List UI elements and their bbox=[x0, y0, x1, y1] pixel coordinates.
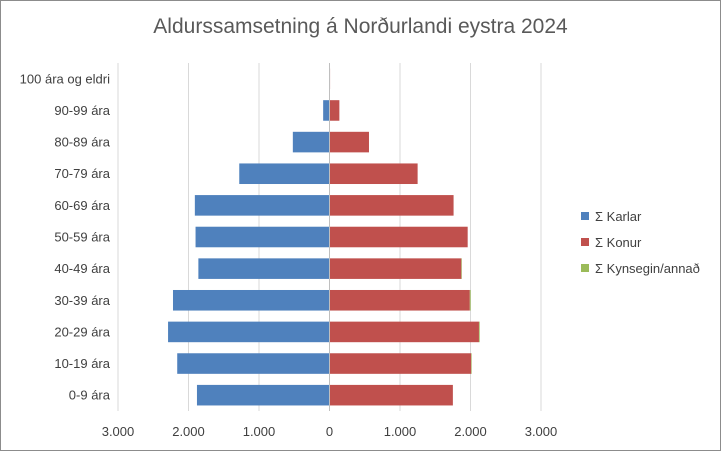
bar-kynsegin-anna-3 bbox=[469, 289, 471, 311]
bar-kynsegin-anna-4 bbox=[461, 258, 462, 279]
x-tick-label: 1.000 bbox=[384, 424, 417, 439]
category-label: 20-29 ára bbox=[54, 324, 110, 339]
legend-swatch bbox=[581, 238, 589, 246]
legend-label: Σ Konur bbox=[595, 234, 642, 250]
legend-swatch bbox=[581, 264, 589, 272]
bar-kynsegin-anna-2 bbox=[478, 321, 480, 343]
chart-title: Aldurssamsetning á Norðurlandi eystra 20… bbox=[153, 15, 568, 38]
category-label: 100 ára og eldri bbox=[20, 71, 110, 86]
category-label: 30-39 ára bbox=[54, 293, 110, 308]
x-tick-label: 1.000 bbox=[243, 424, 276, 439]
legend-label: Σ Kynsegin/annað bbox=[595, 260, 700, 276]
bar-karlar-2 bbox=[168, 321, 330, 343]
x-tick-label: 3.000 bbox=[525, 424, 558, 439]
bar-konur-7 bbox=[329, 163, 418, 185]
bar-kynsegin-anna-1 bbox=[471, 353, 472, 374]
category-label: 90-99 ára bbox=[54, 103, 110, 118]
x-tick-label: 2.000 bbox=[454, 424, 487, 439]
bar-konur-6 bbox=[329, 195, 454, 216]
legend-item: Σ Konur bbox=[581, 232, 700, 252]
bar-konur-1 bbox=[329, 353, 472, 374]
category-label: 40-49 ára bbox=[54, 261, 110, 276]
legend-swatch bbox=[581, 212, 589, 220]
legend: Σ Karlar Σ Konur Σ Kynsegin/annað bbox=[581, 206, 700, 284]
x-tick-label: 0 bbox=[326, 424, 333, 439]
category-label: 0-9 ára bbox=[69, 388, 111, 403]
bar-karlar-0 bbox=[196, 384, 330, 406]
bar-karlar-7 bbox=[239, 163, 330, 185]
category-label: 50-59 ára bbox=[54, 230, 110, 245]
x-tick-label: 3.000 bbox=[102, 424, 135, 439]
bar-karlar-8 bbox=[292, 131, 330, 153]
bar-konur-5 bbox=[329, 226, 468, 248]
category-label: 70-79 ára bbox=[54, 166, 110, 181]
legend-label: Σ Karlar bbox=[595, 208, 642, 224]
category-label: 80-89 ára bbox=[54, 135, 110, 150]
bar-karlar-3 bbox=[172, 289, 330, 311]
bar-konur-0 bbox=[329, 384, 453, 406]
bar-konur-8 bbox=[329, 131, 369, 153]
bar-konur-9 bbox=[329, 100, 340, 121]
bar-karlar-5 bbox=[195, 226, 330, 248]
bar-karlar-1 bbox=[177, 353, 330, 374]
bar-konur-2 bbox=[329, 321, 479, 343]
legend-item: Σ Kynsegin/annað bbox=[581, 258, 700, 278]
category-label: 10-19 ára bbox=[54, 356, 110, 371]
x-tick-label: 2.000 bbox=[172, 424, 205, 439]
bar-konur-4 bbox=[329, 258, 462, 279]
bar-karlar-6 bbox=[194, 195, 330, 216]
legend-item: Σ Karlar bbox=[581, 206, 700, 226]
bar-karlar-4 bbox=[198, 258, 330, 279]
category-label: 60-69 ára bbox=[54, 198, 110, 213]
bar-konur-3 bbox=[329, 289, 470, 311]
bar-karlar-9 bbox=[323, 100, 330, 121]
